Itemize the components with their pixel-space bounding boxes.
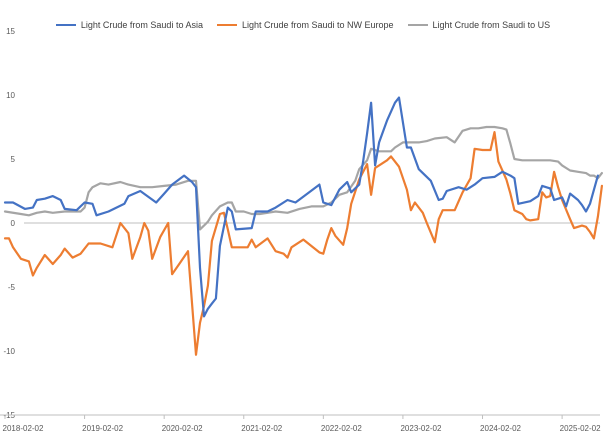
legend-swatch-nw-europe — [216, 24, 237, 26]
y-tick-label: -5 — [8, 283, 16, 292]
y-tick-label: 5 — [11, 155, 16, 164]
legend-item-nw-europe: Light Crude from Saudi to NW Europe — [216, 20, 394, 30]
legend-swatch-asia — [55, 24, 76, 26]
legend-label-nw-europe: Light Crude from Saudi to NW Europe — [241, 20, 394, 30]
x-tick-label: 2025-02-02 — [560, 424, 601, 433]
legend-item-us: Light Crude from Saudi to US — [407, 20, 551, 30]
legend: Light Crude from Saudi to Asia Light Cru… — [0, 20, 606, 30]
series-line-2 — [3, 125, 603, 231]
x-tick-label: 2018-02-02 — [3, 424, 44, 433]
y-tick-label: 10 — [6, 91, 15, 100]
y-tick-label: 15 — [6, 27, 15, 36]
legend-label-asia: Light Crude from Saudi to Asia — [80, 20, 203, 30]
legend-swatch-us — [407, 24, 428, 26]
legend-item-asia: Light Crude from Saudi to Asia — [55, 20, 203, 30]
x-tick-label: 2020-02-02 — [162, 424, 203, 433]
x-tick-label: 2021-02-02 — [241, 424, 282, 433]
y-tick-label: -10 — [3, 347, 15, 356]
y-tick-label: 0 — [11, 219, 16, 228]
legend-label-us: Light Crude from Saudi to US — [432, 20, 551, 30]
series-lines — [3, 96, 603, 356]
x-tick-label: 2023-02-02 — [400, 424, 441, 433]
series-line-0 — [3, 96, 599, 318]
x-tick-label: 2022-02-02 — [321, 424, 362, 433]
series-line-1 — [3, 131, 603, 356]
x-tick-label: 2019-02-02 — [82, 424, 123, 433]
x-tick-label: 2024-02-02 — [480, 424, 521, 433]
